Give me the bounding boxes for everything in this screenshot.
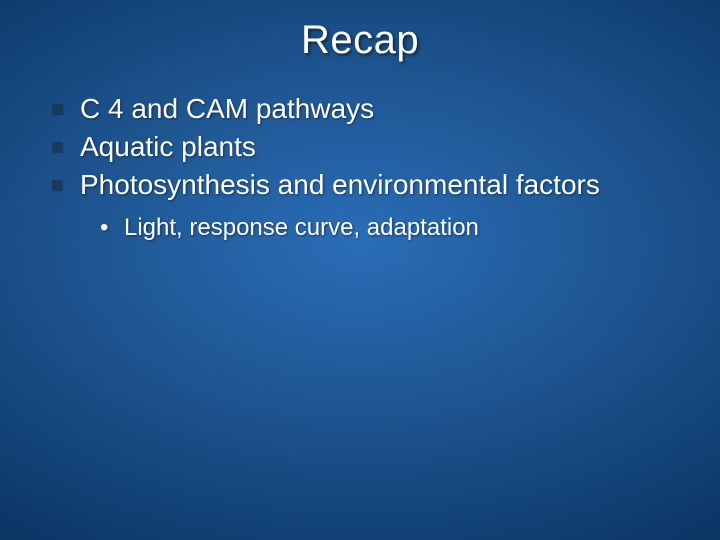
slide-content: C 4 and CAM pathways Aquatic plants Phot… — [0, 63, 720, 244]
bullet-list: C 4 and CAM pathways Aquatic plants Phot… — [46, 91, 680, 202]
list-item: Photosynthesis and environmental factors — [46, 167, 680, 203]
list-item: C 4 and CAM pathways — [46, 91, 680, 127]
slide: Recap C 4 and CAM pathways Aquatic plant… — [0, 0, 720, 540]
list-item: Aquatic plants — [46, 129, 680, 165]
slide-title: Recap — [0, 0, 720, 63]
sub-bullet-list: Light, response curve, adaptation — [46, 212, 680, 243]
list-item: Light, response curve, adaptation — [100, 212, 680, 243]
